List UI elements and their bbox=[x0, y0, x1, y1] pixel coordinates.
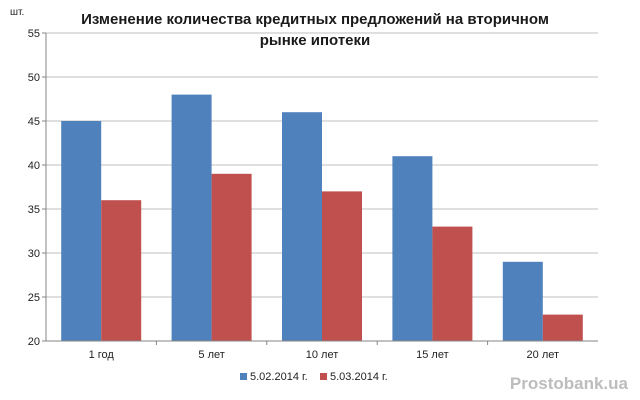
bar-2-5 bbox=[542, 314, 583, 341]
bar-2-3 bbox=[322, 191, 362, 341]
y-tick-label: 40 bbox=[28, 160, 40, 172]
y-axis-unit-label: шт. bbox=[10, 7, 24, 18]
x-category-label: 15 лет bbox=[416, 349, 449, 361]
bar-2-2 bbox=[211, 173, 252, 341]
y-tick-label: 55 bbox=[28, 28, 40, 40]
y-tick-label: 20 bbox=[28, 336, 40, 348]
legend-swatch bbox=[240, 373, 247, 380]
bar-1-2 bbox=[171, 94, 212, 341]
axes bbox=[45, 33, 598, 342]
bar-1-1 bbox=[61, 121, 102, 341]
legend-entry-label: 5.02.2014 г. bbox=[250, 371, 308, 383]
bar-1-4 bbox=[392, 156, 433, 341]
y-tick-label: 30 bbox=[28, 248, 40, 260]
legend-swatch bbox=[320, 373, 327, 380]
x-category-label: 20 лет bbox=[527, 349, 560, 361]
y-tick-label: 45 bbox=[28, 116, 40, 128]
x-category-label: 5 лет bbox=[198, 349, 224, 361]
y-tick-label: 50 bbox=[28, 72, 40, 84]
chart-title: Изменение количества кредитных предложен… bbox=[81, 11, 549, 49]
watermark: Prostobank.ua bbox=[509, 374, 628, 393]
x-category-label: 1 год bbox=[89, 349, 115, 361]
bars bbox=[61, 94, 583, 345]
chart-title-line-1: Изменение количества кредитных предложен… bbox=[81, 11, 549, 28]
legend: 5.02.2014 г. 5.03.2014 г. bbox=[240, 371, 388, 383]
y-axis-tick-labels: 20 25 30 35 40 45 50 55 bbox=[28, 28, 40, 348]
x-category-label: 10 лет bbox=[306, 349, 339, 361]
y-tick-label: 25 bbox=[28, 292, 40, 304]
legend-entry-label: 5.03.2014 г. bbox=[330, 371, 388, 383]
chart-title-line-2: рынке ипотеки bbox=[260, 32, 371, 49]
bar-1-5 bbox=[502, 261, 543, 341]
bar-2-1 bbox=[101, 200, 142, 341]
y-tick-label: 35 bbox=[28, 204, 40, 216]
bar-1-3 bbox=[282, 112, 322, 341]
bar-2-4 bbox=[432, 226, 473, 341]
x-axis-category-labels: 1 год 5 лет 10 лет 15 лет 20 лет bbox=[89, 349, 559, 361]
